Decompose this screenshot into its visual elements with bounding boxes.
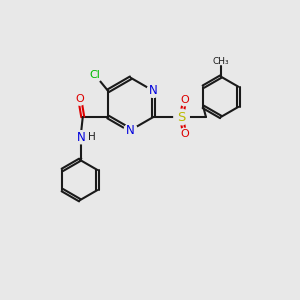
Circle shape	[87, 67, 102, 82]
Circle shape	[178, 128, 190, 140]
Circle shape	[178, 94, 190, 106]
Text: O: O	[75, 94, 84, 104]
Text: O: O	[180, 129, 189, 139]
Text: CH₃: CH₃	[212, 57, 229, 66]
Circle shape	[75, 131, 88, 144]
Text: O: O	[180, 95, 189, 105]
Text: N: N	[77, 131, 86, 144]
Text: N: N	[126, 124, 135, 136]
Text: Cl: Cl	[89, 70, 100, 80]
Text: N: N	[149, 84, 158, 98]
Circle shape	[124, 124, 137, 136]
Text: H: H	[88, 132, 96, 142]
Circle shape	[74, 93, 86, 105]
Circle shape	[174, 109, 189, 125]
Circle shape	[147, 84, 160, 98]
Text: S: S	[177, 110, 186, 124]
